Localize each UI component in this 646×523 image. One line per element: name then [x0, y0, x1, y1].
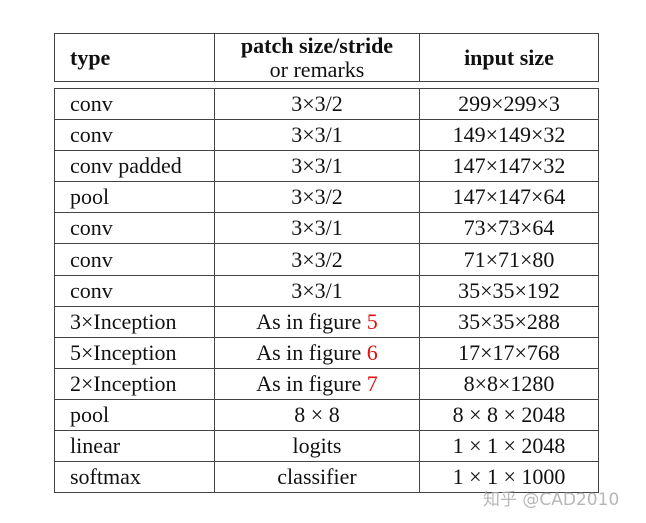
cell-patch: 3×3/2 [214, 181, 420, 214]
figure-reference-link[interactable]: 6 [366, 339, 378, 365]
table-row: conv 3×3/1 73×73×64 [54, 212, 599, 245]
cell-patch: logits [214, 430, 420, 463]
patch-text: logits [292, 433, 342, 459]
table-row: conv 3×3/1 149×149×32 [54, 119, 599, 152]
patch-text: 3×3/2 [291, 184, 343, 210]
cell-input: 71×71×80 [419, 243, 599, 276]
cell-type: conv [54, 119, 215, 152]
patch-text: 8 × 8 [294, 401, 340, 427]
cell-patch: 3×3/2 [214, 243, 420, 276]
cell-input: 35×35×192 [419, 274, 599, 307]
cell-patch: 8 × 8 [214, 398, 420, 432]
patch-text: 3×3/2 [291, 246, 343, 272]
cell-type: pool [54, 398, 215, 432]
table-row: conv 3×3/1 35×35×192 [54, 274, 599, 307]
cell-type: 2×Inception [54, 367, 215, 400]
patch-text: 3×3/1 [291, 277, 343, 303]
header-patch: patch size/stride or remarks [214, 32, 420, 82]
cell-input: 299×299×3 [419, 87, 599, 121]
cell-patch: 3×3/1 [214, 212, 420, 245]
cell-type: conv padded [54, 150, 215, 183]
table-row: pool 8 × 8 8 × 8 × 2048 [54, 398, 599, 432]
patch-text: 3×3/2 [291, 91, 343, 117]
patch-text: As in figure [256, 339, 367, 365]
patch-text: 3×3/1 [291, 153, 343, 179]
table-row: 5×Inception As in figure 6 17×17×768 [54, 336, 599, 369]
cell-type: pool [54, 181, 215, 214]
cell-type: conv [54, 243, 215, 276]
table-row: conv 3×3/2 71×71×80 [54, 243, 599, 276]
cell-type: conv [54, 87, 215, 121]
cell-patch: As in figure 7 [214, 367, 420, 400]
patch-text: 3×3/1 [291, 215, 343, 241]
cell-type: conv [54, 212, 215, 245]
cell-type: conv [54, 274, 215, 307]
watermark: 知乎 @CAD2010 [483, 490, 620, 510]
cell-patch: 3×3/1 [214, 150, 420, 183]
cell-patch: 3×3/1 [214, 119, 420, 152]
table-row: conv 3×3/2 299×299×3 [54, 87, 599, 121]
cell-input: 8×8×1280 [419, 367, 599, 400]
cell-type: 3×Inception [54, 305, 215, 338]
cell-patch: 3×3/1 [214, 274, 420, 307]
cell-patch: classifier [214, 461, 420, 494]
cell-patch: As in figure 5 [214, 305, 420, 338]
table-row: conv padded 3×3/1 147×147×32 [54, 150, 599, 183]
patch-text: classifier [277, 464, 357, 490]
table-body: conv 3×3/2 299×299×3 conv 3×3/1 149×149×32 con… [54, 87, 599, 494]
table-row: 2×Inception As in figure 7 8×8×1280 [54, 367, 599, 400]
cell-patch: 3×3/2 [214, 87, 420, 121]
header-patch-line2: or remarks [269, 56, 365, 82]
cell-input: 73×73×64 [419, 212, 599, 245]
patch-text: As in figure [256, 370, 367, 396]
cell-type: 5×Inception [54, 336, 215, 369]
cell-patch: As in figure 6 [214, 336, 420, 369]
cell-type: linear [54, 430, 215, 463]
table-row: 3×Inception As in figure 5 35×35×288 [54, 305, 599, 338]
cell-input: 8 × 8 × 2048 [419, 398, 599, 432]
patch-text: As in figure [256, 308, 367, 334]
cell-input: 1 × 1 × 1000 [419, 461, 599, 494]
cell-input: 1 × 1 × 2048 [419, 430, 599, 463]
header-patch-line1: patch size/stride [240, 32, 394, 58]
figure-reference-link[interactable]: 7 [366, 370, 378, 396]
table-header: type patch size/stride or remarks input … [54, 33, 599, 82]
cell-type: softmax [54, 461, 215, 494]
patch-text: 3×3/1 [291, 122, 343, 148]
cell-input: 147×147×32 [419, 150, 599, 183]
table-row: linear logits 1 × 1 × 2048 [54, 430, 599, 463]
table-row: softmax classifier 1 × 1 × 1000 [54, 461, 599, 494]
cell-input: 149×149×32 [419, 119, 599, 152]
cell-input: 17×17×768 [419, 336, 599, 369]
cell-input: 147×147×64 [419, 181, 599, 214]
cell-input: 35×35×288 [419, 305, 599, 338]
header-input: input size [419, 33, 599, 82]
figure-reference-link[interactable]: 5 [366, 308, 378, 334]
header-type: type [54, 33, 215, 82]
table-row: pool 3×3/2 147×147×64 [54, 181, 599, 214]
